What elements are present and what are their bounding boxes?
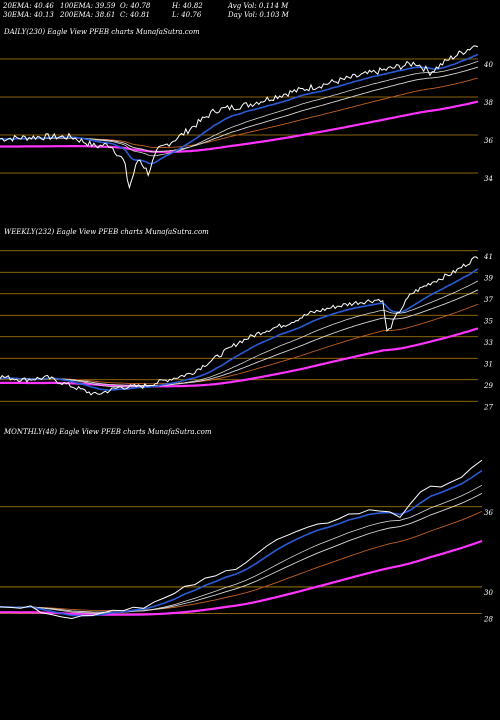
y-tick-label: 36 [484,509,493,517]
header-value: 200EMA: 38.61 [60,11,116,19]
y-tick-label: 34 [484,175,493,183]
y-tick-label: 38 [484,99,493,107]
header-value: C: 40.81 [120,11,150,19]
ema-fast-line [0,53,479,165]
price-line [0,45,479,190]
ema-mid2-line [0,61,479,157]
ema-mid-line [0,492,483,613]
y-tick-label: 31 [484,360,493,368]
header-value: 100EMA: 39.59 [60,2,116,10]
price-line [0,256,479,396]
y-tick-label: 27 [483,403,493,411]
chart-title: WEEKLY(232) Eagle View PFEB charts Munaf… [4,228,209,236]
y-tick-label: 35 [484,317,493,325]
y-tick-label: 36 [484,137,493,145]
weekly-chart: WEEKLY(232) Eagle View PFEB charts Munaf… [0,228,493,411]
daily-chart: DAILY(230) Eagle View PFEB charts Munafa… [0,28,493,190]
y-tick-label: 30 [484,589,493,597]
chart-title: DAILY(230) Eagle View PFEB charts Munafa… [3,28,200,36]
y-tick-label: 29 [483,382,493,390]
y-tick-label: 39 [484,274,493,282]
y-tick-label: 28 [483,616,493,624]
y-tick-label: 33 [484,339,493,347]
price-line [0,459,483,620]
header-value: L: 40.76 [172,11,202,19]
ema-fast-line [0,268,479,392]
ema-long-line [0,539,483,616]
ema-slow-line [0,303,479,385]
ema-slow-line [0,510,483,612]
ema-fast-line [0,469,483,617]
header-value: O: 40.78 [120,2,151,10]
ema-mid-line [0,289,479,386]
header-value: H: 40.82 [172,2,203,10]
ema-mid2-line [0,484,483,614]
header-value: Day Vol: 0.103 M [228,11,289,19]
y-tick-label: 37 [484,296,493,304]
chart-title: MONTHLY(48) Eagle View PFEB charts Munaf… [3,428,212,436]
indicator-header: 20EMA: 40.46 100EMA: 39.59 O: 40.78 H: 40.8… [0,0,500,22]
y-tick-label: 40 [483,61,493,69]
monthly-chart: MONTHLY(48) Eagle View PFEB charts Munaf… [0,428,493,624]
y-tick-label: 41 [483,253,493,261]
ema-long-line [0,100,479,153]
header-value: 20EMA: 40.46 [3,2,54,10]
header-value: 30EMA: 40.13 [3,11,54,19]
ema-mid2-line [0,280,479,388]
header-value: Avg Vol: 0.114 M [228,2,289,10]
